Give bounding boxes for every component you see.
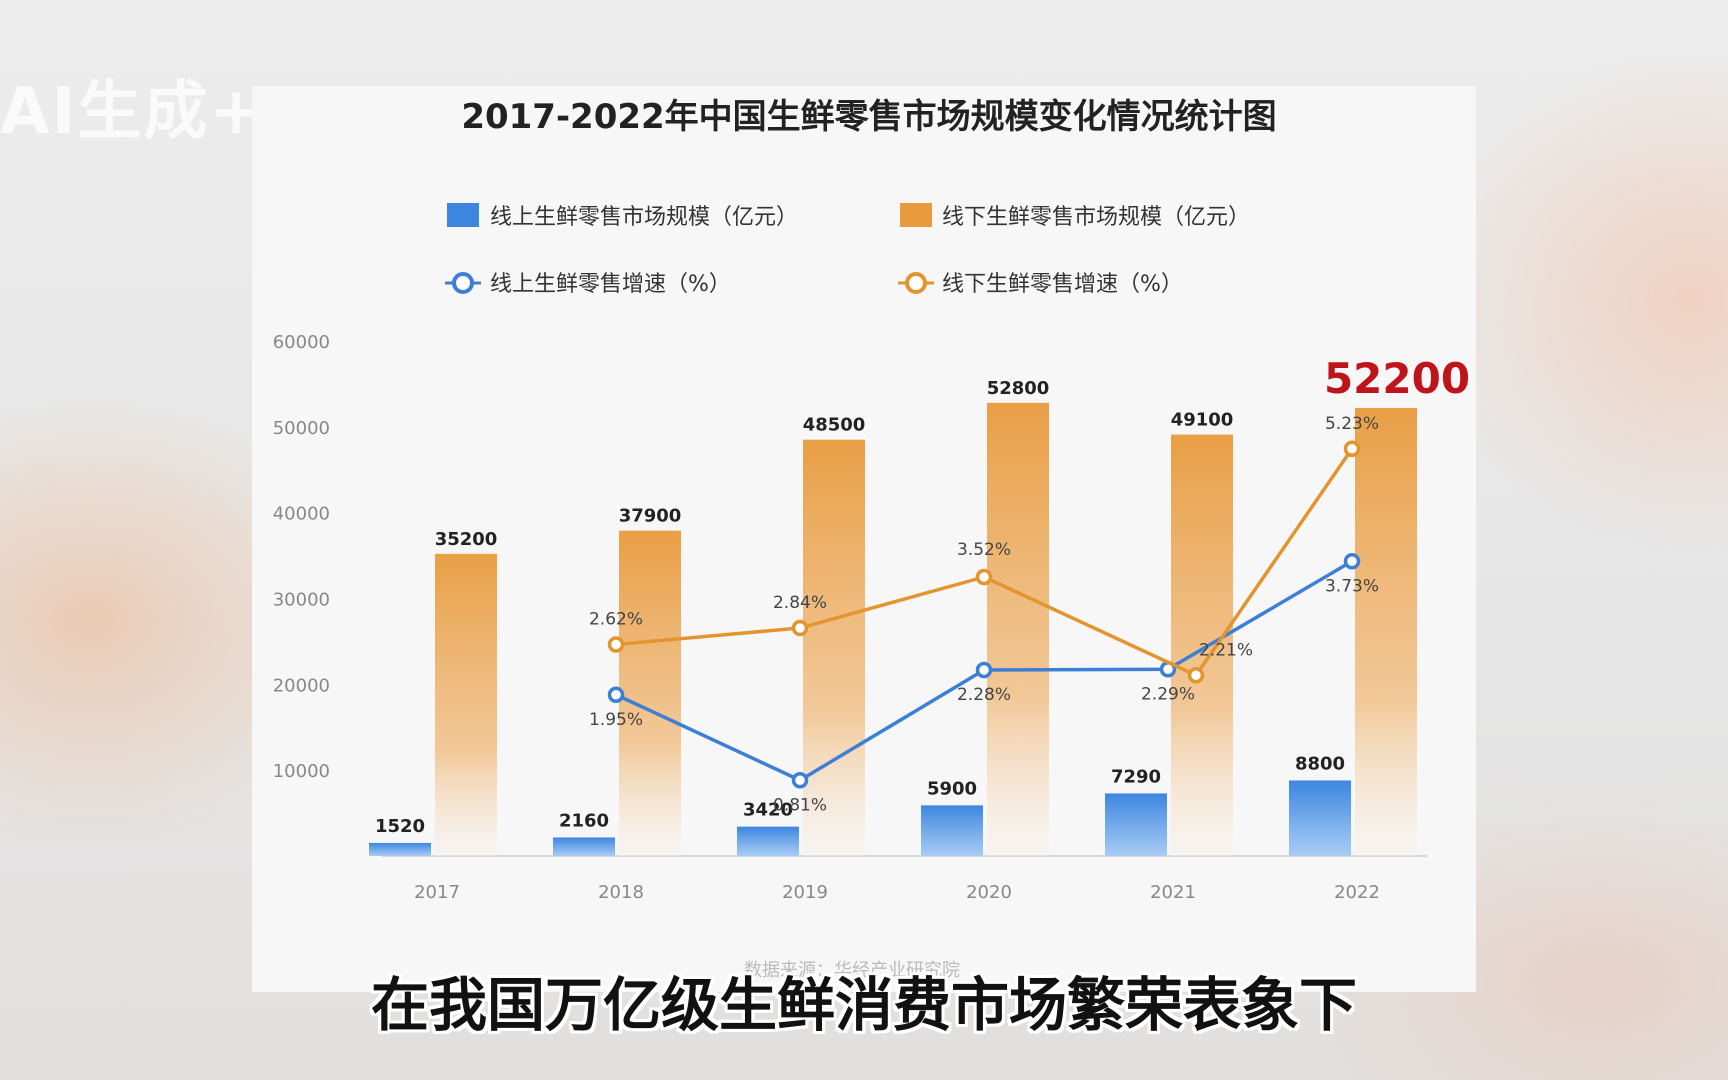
offline-growth-point [791, 619, 809, 637]
y-tick-label: 10000 [273, 761, 330, 782]
online-bar-value-label: 8800 [1295, 753, 1345, 774]
video-subtitle: 在我国万亿级生鲜消费市场繁荣表象下 [370, 971, 1357, 1039]
ai-generated-watermark: AI生成+ [0, 75, 265, 149]
y-tick-label: 50000 [273, 418, 330, 439]
offline-growth-point [1343, 440, 1361, 457]
online-growth-point [1343, 553, 1361, 570]
online-bar-value-label: 3420 [743, 800, 793, 821]
online-growth-point [791, 772, 809, 789]
offline-growth-label: 2.21% [1199, 640, 1253, 660]
chart-title: 2017-2022年中国生鲜零售市场规模变化情况统计图 [461, 97, 1276, 137]
legend-swatch-offline-bar [900, 203, 932, 227]
source-note: 数据来源：华经产业研究院 [744, 960, 960, 981]
y-tick-label: 30000 [273, 590, 330, 611]
online-growth-point [975, 661, 993, 679]
y-axis-ticks: 60000 50000 40000 30000 20000 10000 [273, 332, 330, 782]
legend-marker-offline-line [898, 272, 934, 294]
offline-bars: 35200 37900 48500 52800 49100 [435, 378, 1417, 856]
offline-growth-point [607, 636, 625, 653]
online-bar-value-label: 1520 [375, 816, 425, 837]
offline-growth-label: 5.23% [1325, 414, 1379, 434]
growth-lines: 1.95% 0.81% 2.28% 2.29% 3.73% 2.62% 2.84% 3.52%… [589, 414, 1379, 816]
offline-bar [619, 530, 681, 856]
x-tick-label: 2021 [1150, 882, 1196, 903]
legend-label-offline-bar: 线下生鲜零售市场规模（亿元） [942, 205, 1250, 230]
legend-label-online-bar: 线上生鲜零售市场规模（亿元） [490, 205, 798, 230]
online-bar [921, 805, 983, 856]
offline-growth-point [1187, 667, 1205, 684]
online-growth-label: 0.81% [773, 795, 827, 815]
chart-card: 2017-2022年中国生鲜零售市场规模变化情况统计图 线上生鲜零售市场规模（亿… [252, 86, 1476, 992]
legend-marker-online-line [445, 272, 481, 294]
offline-bar-value-label: 37900 [619, 506, 682, 527]
offline-bar-value-label: 52800 [987, 378, 1050, 399]
y-tick-label: 60000 [273, 332, 330, 353]
online-bar-value-label: 7290 [1111, 766, 1161, 787]
online-growth-label: 2.29% [1141, 684, 1195, 704]
x-tick-label: 2018 [598, 882, 644, 903]
online-bar [1289, 780, 1351, 856]
x-tick-label: 2020 [966, 882, 1012, 903]
offline-bar [987, 402, 1049, 856]
offline-growth-label: 2.84% [773, 593, 827, 613]
offline-growth-label: 2.62% [589, 610, 643, 630]
online-bar [737, 826, 799, 856]
offline-bar [803, 439, 865, 856]
offline-growth-label: 3.52% [957, 540, 1011, 560]
y-tick-label: 20000 [273, 675, 330, 696]
offline-bar-value-label: 35200 [435, 529, 498, 550]
chart-svg: 2017-2022年中国生鲜零售市场规模变化情况统计图 线上生鲜零售市场规模（亿… [273, 97, 1470, 981]
legend-label-online-line: 线上生鲜零售增速（%） [490, 272, 731, 297]
online-bar [553, 837, 615, 856]
online-bar [369, 842, 431, 856]
offline-growth-point [975, 568, 993, 586]
offline-bar [1171, 434, 1233, 856]
legend-label-offline-line: 线下生鲜零售增速（%） [942, 272, 1183, 297]
highlight-value-2022: 52200 [1324, 354, 1470, 403]
offline-bar-value-label: 49100 [1171, 410, 1234, 431]
x-axis-ticks: 2017 2018 2019 2020 2021 2022 [414, 882, 1380, 903]
online-growth-label: 3.73% [1325, 576, 1379, 596]
online-bars: 1520 2160 3420 5900 7290 8800 [369, 753, 1351, 856]
online-growth-point [607, 686, 625, 703]
y-tick-label: 40000 [273, 504, 330, 525]
offline-bar [435, 553, 497, 856]
online-growth-label: 1.95% [589, 710, 643, 730]
online-bar-value-label: 2160 [559, 810, 609, 831]
online-bar-value-label: 5900 [927, 778, 977, 799]
legend-swatch-online-bar [447, 203, 479, 227]
offline-bar-value-label: 48500 [803, 415, 866, 436]
x-tick-label: 2022 [1334, 882, 1380, 903]
online-growth-label: 2.28% [957, 685, 1011, 705]
offline-bar [1355, 407, 1417, 856]
x-tick-label: 2017 [414, 882, 460, 903]
online-bar [1105, 793, 1167, 856]
x-tick-label: 2019 [782, 882, 828, 903]
